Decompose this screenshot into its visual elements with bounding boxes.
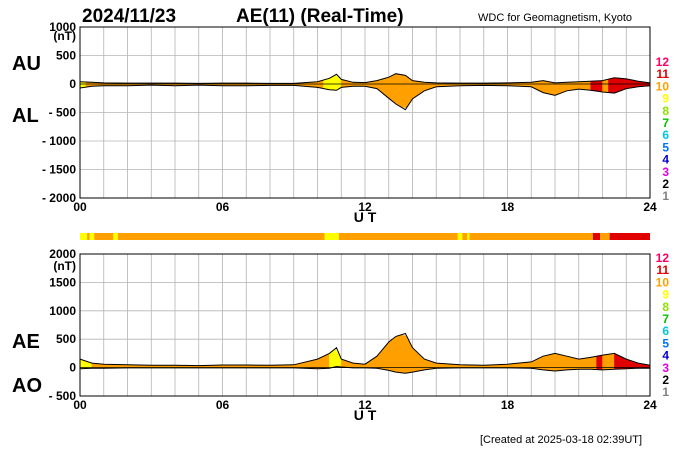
au_al-area-segment [394, 74, 401, 108]
ae_ao-x-tick-label: 06 [216, 398, 230, 412]
ae_ao-y-tick-label: 2000 [49, 247, 76, 261]
ae_ao-area-segment [560, 354, 568, 371]
ae_ao-area-segment [548, 353, 556, 372]
au_al-x-axis-label: U T [354, 209, 377, 225]
ae_ao-x-axis-label: U T [354, 407, 377, 423]
ae_ao-area-segment [554, 353, 562, 372]
ae_ao-x-tick-label: 12 [358, 398, 372, 412]
au_al-area-segment [542, 80, 550, 95]
ae_ao-label-ao: AO [12, 375, 42, 397]
au_al-area-segment [590, 80, 597, 92]
ae_ao-level-legend-3: 3 [662, 361, 669, 375]
ae_ao-unit-label: (nT) [53, 259, 76, 273]
au_al-level-legend-5: 5 [662, 140, 669, 154]
ae_ao-x-tick-label: 00 [73, 398, 87, 412]
ae_ao-level-legend-2: 2 [662, 373, 669, 387]
au_al-area-segment [400, 74, 407, 109]
au_al-level-legend-11: 11 [656, 67, 669, 81]
au_al-level-legend-12: 12 [656, 55, 670, 69]
au_al-y-tick-label: 500 [56, 49, 76, 63]
au_al-y-tick-label: 1000 [49, 20, 76, 34]
au_al-level-legend-8: 8 [662, 104, 669, 118]
ae_ao-series-upper-line [79, 332, 651, 367]
au_al-series-upper-line [79, 73, 651, 84]
au_al-y-tick-label: - 1500 [42, 163, 76, 177]
ae_ao-x-tick-label: 24 [643, 398, 657, 412]
ae_ao-y-tick-label: 0 [69, 361, 76, 375]
ae_ao-level-legend-8: 8 [662, 300, 669, 314]
ae_ao-area-segment [394, 334, 401, 373]
ae_ao-level-legend-10: 10 [656, 275, 670, 289]
ae_ao-level-legend-1: 1 [662, 385, 669, 399]
ae_ao-level-legend-11: 11 [656, 263, 669, 277]
au_al-area-segment [596, 80, 603, 93]
au_al-y-tick-label: - 500 [49, 106, 77, 120]
ae_ao-label-ae: AE [12, 331, 40, 353]
activity-strip-segment [593, 233, 601, 240]
au_al-area-segment [566, 81, 574, 92]
ae_ao-area-segment [388, 336, 395, 373]
activity-strip-segment [87, 233, 325, 240]
activity-strip-blip [467, 233, 470, 240]
au_al-level-legend-10: 10 [656, 79, 670, 93]
ae_ao-level-legend-7: 7 [662, 312, 669, 326]
au_al-y-tick-label: - 1000 [42, 134, 76, 148]
ae_ao-y-tick-label: - 500 [49, 389, 77, 403]
au_al-x-tick-label: 18 [501, 200, 515, 214]
au_al-x-tick-label: 12 [358, 200, 372, 214]
ae_ao-y-tick-label: 1000 [49, 304, 76, 318]
au_al-y-tick-label: - 2000 [42, 191, 76, 205]
activity-strip-segment [600, 233, 610, 240]
ae_ao-level-legend-4: 4 [662, 349, 669, 363]
au_al-x-tick-label: 06 [216, 200, 230, 214]
au_al-area-segment [608, 77, 615, 94]
ae_ao-area-segment [608, 353, 615, 370]
au_al-y-tick-label: 0 [69, 77, 76, 91]
ae_ao-y-tick-label: 500 [56, 332, 76, 346]
ae_ao-level-legend-5: 5 [662, 336, 669, 350]
activity-strip-blip [89, 233, 95, 240]
chart-source: WDC for Geomagnetism, Kyoto [478, 12, 632, 24]
ae_ao-level-legend-6: 6 [662, 324, 669, 338]
activity-strip-segment [324, 233, 339, 240]
activity-strip-segment [80, 233, 88, 240]
au_al-area-segment [602, 78, 609, 93]
chart-title: AE(11) (Real-Time) [236, 6, 404, 27]
au_al-label-au: AU [12, 53, 41, 75]
ae_ao-y-tick-label: 1500 [49, 275, 76, 289]
au_al-area-segment [584, 80, 591, 91]
ae_ao-level-legend-9: 9 [662, 288, 669, 302]
au_al-unit-label: (nT) [53, 29, 76, 43]
activity-strip-blip [113, 233, 118, 240]
activity-strip-segment [609, 233, 650, 240]
au_al-area-segment [578, 81, 585, 90]
au_al-frame [79, 26, 651, 199]
ae_ao-level-legend-12: 12 [656, 251, 670, 265]
au_al-x-tick-label: 24 [643, 200, 657, 214]
created-timestamp: [Created at 2025-03-18 02:39UT] [480, 434, 642, 446]
au_al-level-legend-7: 7 [662, 116, 669, 130]
au_al-label-al: AL [12, 105, 39, 127]
au_al-level-legend-6: 6 [662, 128, 669, 142]
ae_ao-frame [79, 253, 651, 397]
au_al-level-legend-2: 2 [662, 177, 669, 191]
au_al-level-legend-3: 3 [662, 165, 669, 179]
ae_ao-x-tick-label: 18 [501, 398, 515, 412]
ae_ao-area-segment [542, 354, 550, 371]
au_al-level-legend-1: 1 [662, 189, 669, 203]
activity-strip-blip [457, 233, 463, 240]
activity-strip-segment [338, 233, 593, 240]
au_al-x-tick-label: 00 [73, 200, 87, 214]
chart-date: 2024/11/23 [82, 6, 176, 27]
au_al-series-lower-line [79, 84, 651, 111]
au_al-level-legend-9: 9 [662, 92, 669, 106]
au_al-level-legend-4: 4 [662, 153, 669, 167]
